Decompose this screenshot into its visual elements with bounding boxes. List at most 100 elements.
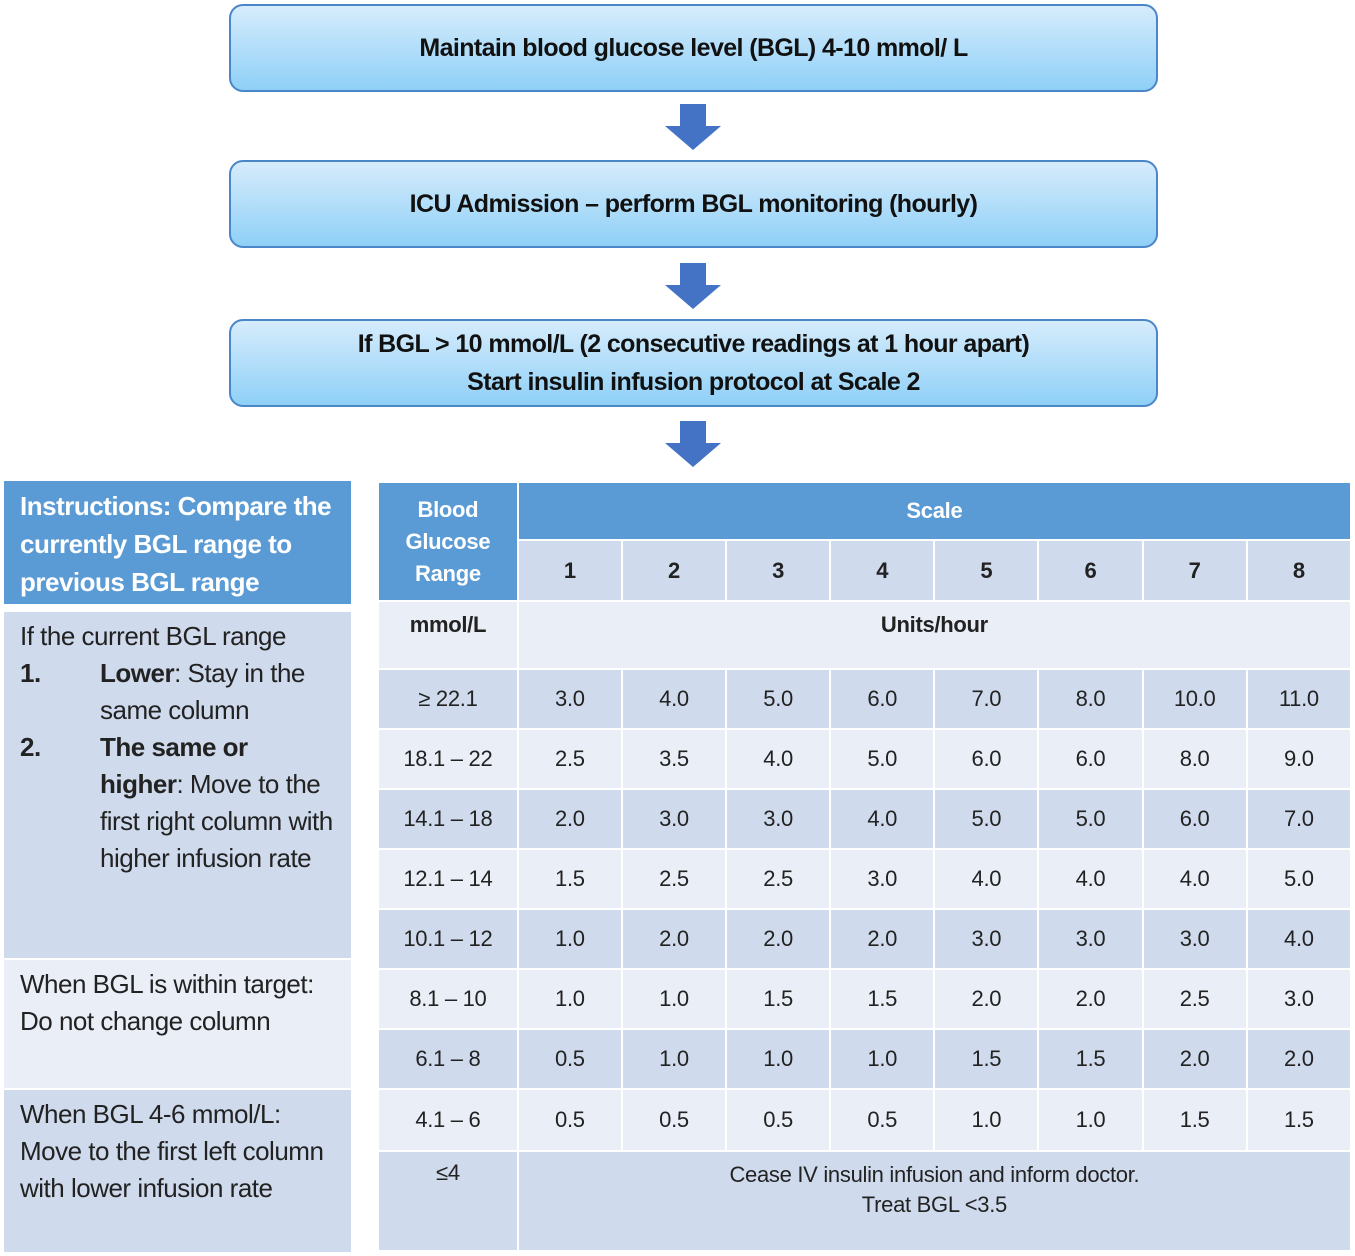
rate-cell: 4.0 xyxy=(725,728,832,790)
scale-number: 2 xyxy=(620,539,728,602)
rate-cell: 0.5 xyxy=(516,1028,623,1090)
table-row: ≥ 22.1 3.0 4.0 5.0 6.0 7.0 8.0 10.0 11.0 xyxy=(377,668,1353,730)
range-cell: 8.1 – 10 xyxy=(377,968,519,1030)
rate-cell: 2.5 xyxy=(516,728,623,790)
start-protocol-box: If BGL > 10 mmol/L (2 consecutive readin… xyxy=(229,319,1158,407)
rate-cell: 1.0 xyxy=(516,908,623,970)
rate-cell: 1.0 xyxy=(933,1088,1040,1152)
rate-cell: 6.0 xyxy=(1037,728,1144,790)
unit-right: Units/hour xyxy=(516,600,1353,670)
rate-cell: 2.0 xyxy=(1141,1028,1248,1090)
rate-cell: 3.0 xyxy=(933,908,1040,970)
cease-line: Cease IV insulin infusion and inform doc… xyxy=(729,1162,1140,1187)
rate-cell: 5.0 xyxy=(725,668,832,730)
rate-cell: 0.5 xyxy=(516,1088,623,1152)
table-row: 4.1 – 6 0.5 0.5 0.5 0.5 1.0 1.0 1.5 1.5 xyxy=(377,1088,1353,1152)
rate-cell: 6.0 xyxy=(1141,788,1248,850)
rate-cell: 1.0 xyxy=(1037,1088,1144,1152)
admission-text: ICU Admission – perform BGL monitoring (… xyxy=(409,190,978,218)
rate-cell: 5.0 xyxy=(1245,848,1353,910)
goal-box: Maintain blood glucose level (BGL) 4-10 … xyxy=(229,4,1158,92)
rate-cell: 5.0 xyxy=(1037,788,1144,850)
rate-cell: 4.0 xyxy=(1037,848,1144,910)
rate-cell: 9.0 xyxy=(1245,728,1353,790)
down-arrow-icon xyxy=(665,104,721,150)
down-arrow-icon xyxy=(665,421,721,467)
table-row: 12.1 – 14 1.5 2.5 2.5 3.0 4.0 4.0 4.0 5.0 xyxy=(377,848,1353,910)
rate-cell: 3.0 xyxy=(620,788,728,850)
rate-cell: 1.5 xyxy=(516,848,623,910)
rate-cell: 2.0 xyxy=(1037,968,1144,1030)
rate-cell: 2.0 xyxy=(829,908,936,970)
range-cell: 6.1 – 8 xyxy=(377,1028,519,1090)
rate-cell: 2.0 xyxy=(933,968,1040,1030)
condition-text: If BGL > 10 mmol/L (2 consecutive readin… xyxy=(357,330,1030,358)
rate-cell: 1.5 xyxy=(1037,1028,1144,1090)
rate-cell: 0.5 xyxy=(829,1088,936,1152)
rate-cell: 4.0 xyxy=(829,788,936,850)
rule-text: : Move to the first right column with hi… xyxy=(100,769,333,873)
rate-cell: 1.0 xyxy=(725,1028,832,1090)
scale-number: 6 xyxy=(1037,539,1144,602)
rate-cell: 3.0 xyxy=(725,788,832,850)
rate-cell: 4.0 xyxy=(620,668,728,730)
rate-cell: 4.0 xyxy=(1141,848,1248,910)
scale-header: Scale xyxy=(516,481,1353,541)
rate-cell: 10.0 xyxy=(1141,668,1248,730)
cease-instruction: Cease IV insulin infusion and inform doc… xyxy=(516,1150,1353,1252)
table-row: 6.1 – 8 0.5 1.0 1.0 1.0 1.5 1.5 2.0 2.0 xyxy=(377,1028,1353,1090)
down-arrow-icon xyxy=(665,263,721,309)
rule-text: : Stay in the same column xyxy=(100,658,305,725)
rule-bold: Lower xyxy=(100,658,175,688)
rule-number: 2. xyxy=(20,732,41,762)
rate-cell: 2.0 xyxy=(620,908,728,970)
range-cell: ≥ 22.1 xyxy=(377,668,519,730)
rate-cell: 2.0 xyxy=(1245,1028,1353,1090)
rate-cell: 4.0 xyxy=(933,848,1040,910)
rate-cell: 7.0 xyxy=(1245,788,1353,850)
rate-cell: 8.0 xyxy=(1141,728,1248,790)
range-header: Blood Glucose Range xyxy=(377,481,519,602)
rate-cell: 1.0 xyxy=(620,1028,728,1090)
instructions-rules: If the current BGL range 1. Lower: Stay i… xyxy=(4,612,351,958)
treat-line: Treat BGL <3.5 xyxy=(861,1192,1008,1217)
rate-cell: 3.0 xyxy=(1245,968,1353,1030)
table-row: 14.1 – 18 2.0 3.0 3.0 4.0 5.0 5.0 6.0 7.0 xyxy=(377,788,1353,850)
start-text: Start insulin infusion protocol at Scale… xyxy=(467,368,920,396)
rate-cell: 11.0 xyxy=(1245,668,1353,730)
rule-item: 2. The same or higher: Move to the first … xyxy=(20,729,335,877)
rate-cell: 1.0 xyxy=(620,968,728,1030)
rate-cell: 1.0 xyxy=(829,1028,936,1090)
table-row: 8.1 – 10 1.0 1.0 1.5 1.5 2.0 2.0 2.5 3.0 xyxy=(377,968,1353,1030)
goal-text: Maintain blood glucose level (BGL) 4-10 … xyxy=(419,34,968,62)
rate-cell: 2.5 xyxy=(725,848,832,910)
rate-cell: 7.0 xyxy=(933,668,1040,730)
scale-number: 1 xyxy=(516,539,623,602)
rate-cell: 0.5 xyxy=(620,1088,728,1152)
range-cell: 14.1 – 18 xyxy=(377,788,519,850)
rate-cell: 1.5 xyxy=(829,968,936,1030)
rate-cell: 3.5 xyxy=(620,728,728,790)
rate-cell: 4.0 xyxy=(1245,908,1353,970)
rate-cell: 6.0 xyxy=(933,728,1040,790)
unit-left: mmol/L xyxy=(377,600,519,670)
rate-cell: 1.0 xyxy=(516,968,623,1030)
range-cell: 12.1 – 14 xyxy=(377,848,519,910)
range-cell: ≤4 xyxy=(377,1150,519,1252)
scale-number: 3 xyxy=(725,539,832,602)
rate-cell: 1.5 xyxy=(1245,1088,1353,1152)
rules-intro: If the current BGL range xyxy=(20,621,286,651)
rate-cell: 1.5 xyxy=(725,968,832,1030)
rate-cell: 1.5 xyxy=(933,1028,1040,1090)
rate-cell: 2.5 xyxy=(1141,968,1248,1030)
table-row: 18.1 – 22 2.5 3.5 4.0 5.0 6.0 6.0 8.0 9.0 xyxy=(377,728,1353,790)
table-row: 10.1 – 12 1.0 2.0 2.0 2.0 3.0 3.0 3.0 4.0 xyxy=(377,908,1353,970)
rule-bold: The same or higher xyxy=(100,732,248,799)
scale-number: 8 xyxy=(1245,539,1353,602)
instructions-title: Instructions: Compare the currently BGL … xyxy=(4,481,351,604)
low-bgl-note: When BGL 4-6 mmol/L: Move to the first l… xyxy=(4,1090,351,1252)
within-target-note: When BGL is within target: Do not change… xyxy=(4,960,351,1088)
rate-cell: 0.5 xyxy=(725,1088,832,1152)
scale-number: 4 xyxy=(829,539,936,602)
